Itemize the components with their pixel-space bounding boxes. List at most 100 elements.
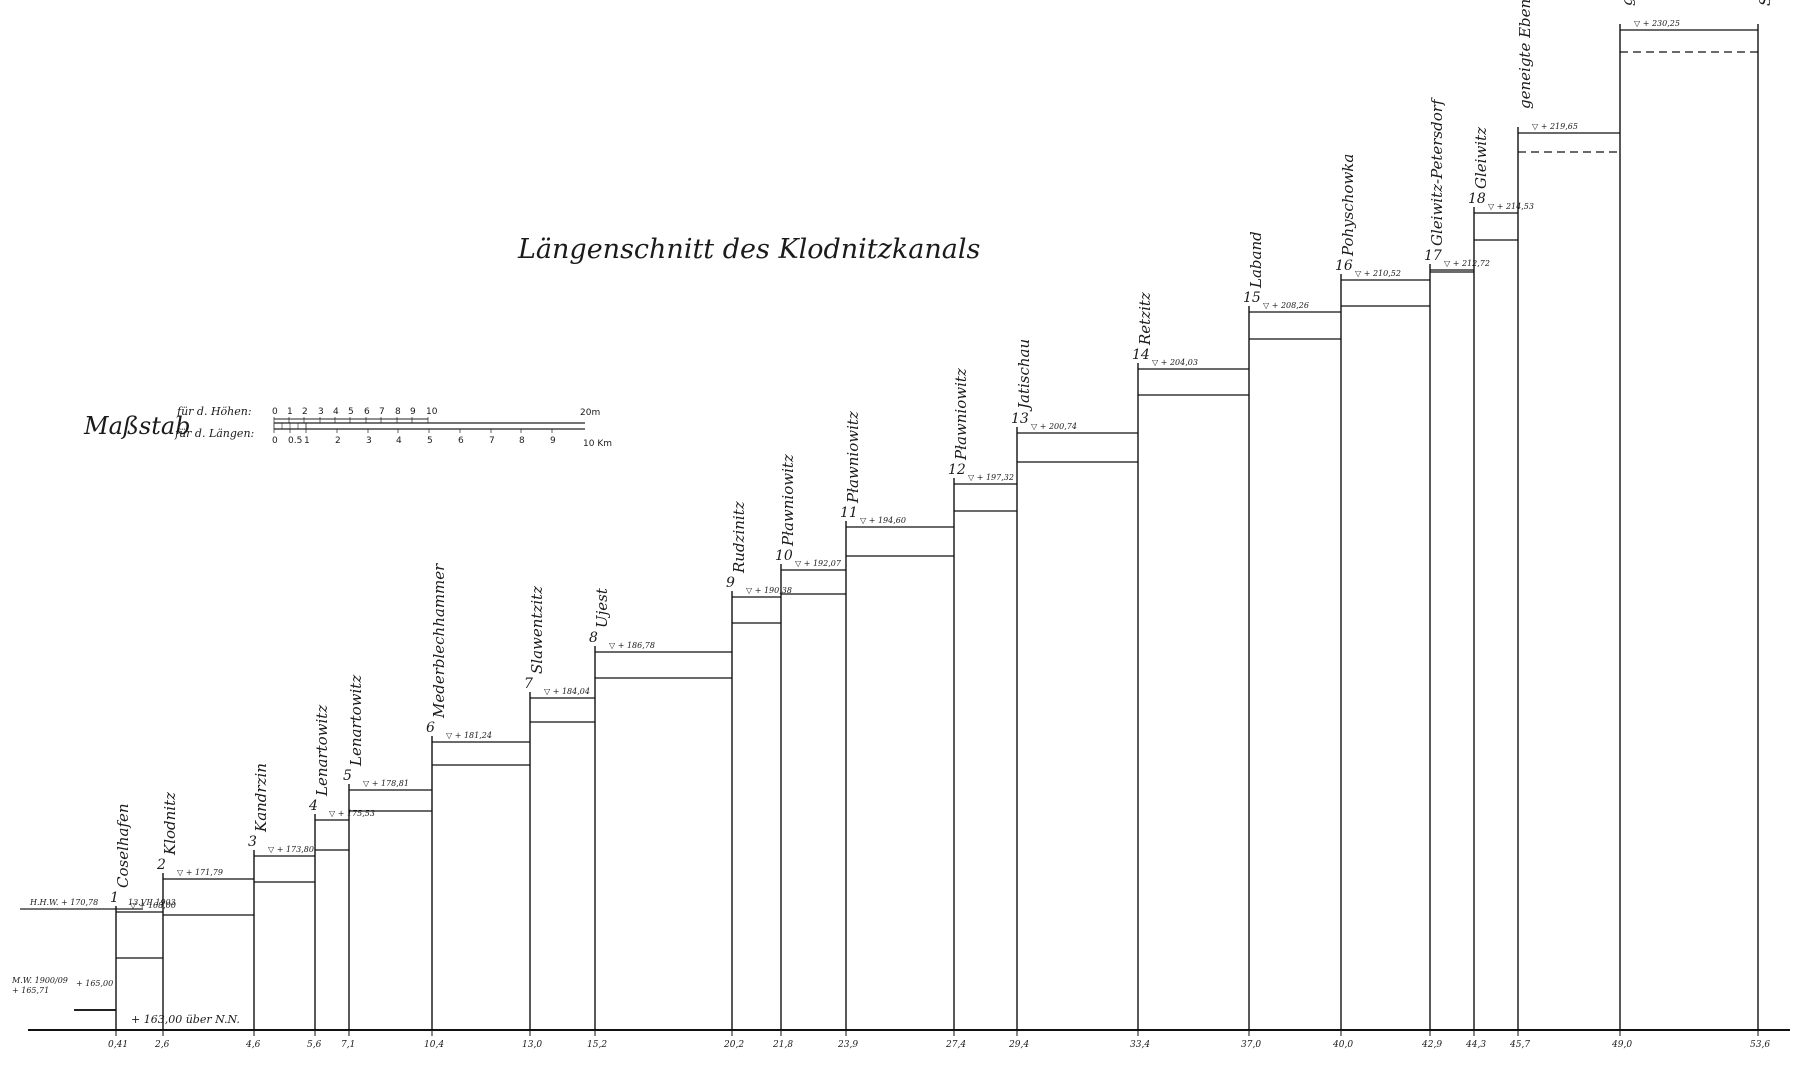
canal-reach: ▽ + 219,65 geneigte Ebene 45,7 bbox=[1509, 0, 1620, 1050]
lock-number: 1 bbox=[110, 890, 119, 906]
km-mark: 27,4 bbox=[945, 1040, 966, 1050]
lock-place-name: Pławniowitz bbox=[844, 411, 862, 504]
scale-label: Maßstab bbox=[83, 412, 191, 440]
mw-label: M.W. 1900/09 bbox=[11, 976, 68, 985]
lock-place-name: Gleiwitz bbox=[1472, 127, 1490, 189]
km-mark: 40,0 bbox=[1332, 1040, 1353, 1050]
canal-reach: ▽ + 184,04 7 Slawentzitz 13,0 bbox=[522, 586, 595, 1050]
scale-height-tick: 2 bbox=[302, 407, 308, 417]
water-level-value: ▽ + 186,78 bbox=[609, 641, 655, 650]
lock-place-name: Retzitz bbox=[1136, 292, 1154, 346]
water-level-value: ▽ + 194,60 bbox=[860, 516, 906, 525]
lock-place-name: Coselhafen bbox=[114, 803, 132, 888]
hhw-date: 13.VII.1903 bbox=[128, 898, 176, 907]
water-level-value: ▽ + 200,74 bbox=[1031, 422, 1077, 431]
mw-value: + 165,71 bbox=[12, 986, 49, 995]
lock-place-name: Lenartowitz bbox=[313, 705, 331, 797]
water-level-value: ▽ + 175,53 bbox=[329, 809, 375, 818]
water-level-value: ▽ + 210,52 bbox=[1355, 269, 1401, 278]
lock-number: 13 bbox=[1011, 411, 1029, 427]
lock-place-name: Pławniowitz bbox=[779, 454, 797, 547]
water-level-value: ▽ + 171,79 bbox=[177, 868, 223, 877]
lock-place-name: Gleiwitz-Petersdorf bbox=[1428, 97, 1446, 246]
water-level-value: ▽ + 230,25 bbox=[1634, 19, 1680, 28]
km-mark: 33,4 bbox=[1130, 1040, 1150, 1050]
scale-length-tick: 3 bbox=[366, 436, 372, 446]
lock-number: 17 bbox=[1424, 248, 1442, 264]
scale-height-tick: 4 bbox=[333, 407, 339, 417]
lock-place-name: Slawentzitz bbox=[528, 586, 546, 674]
km-mark: 13,0 bbox=[522, 1040, 542, 1050]
scale-height-unit: 20m bbox=[580, 408, 600, 418]
scale-height-tick: 10 bbox=[426, 407, 438, 417]
scale-length-tick: 5 bbox=[427, 436, 433, 446]
water-level-value: ▽ + 192,07 bbox=[795, 559, 842, 568]
scale-length-tick: 7 bbox=[489, 436, 495, 446]
lock-place-name: Laband bbox=[1247, 231, 1265, 289]
km-mark: 45,7 bbox=[1509, 1040, 1530, 1050]
scale-height-tick: 0 bbox=[272, 407, 278, 417]
km-mark: 49,0 bbox=[1611, 1040, 1632, 1050]
water-level-value: ▽ + 181,24 bbox=[446, 731, 492, 740]
canal-reach: ▽ + 230,25 geneigte Ebene 49,0 bbox=[1611, 0, 1758, 1050]
lock-place-name: Pławniowitz bbox=[952, 368, 970, 461]
scale-height-tick: 3 bbox=[318, 407, 324, 417]
km-mark: 42,9 bbox=[1421, 1040, 1442, 1050]
water-level-value: ▽ + 197,32 bbox=[968, 473, 1014, 482]
lock-number: 6 bbox=[426, 720, 435, 736]
scale-length-tick: 0.5 bbox=[288, 436, 302, 446]
lock-place-name: Stollenmundloch Zabrze Hindenburg. bbox=[1756, 0, 1774, 6]
km-mark: 0,41 bbox=[108, 1040, 128, 1050]
scale-length-tick: 0 bbox=[272, 436, 278, 446]
scale-height-tick: 9 bbox=[410, 407, 416, 417]
lock-place-name: geneigte Ebene bbox=[1618, 0, 1636, 6]
water-level-value: ▽ + 208,26 bbox=[1263, 301, 1309, 310]
scale-length-tick: 1 bbox=[304, 436, 310, 446]
lock-number: 18 bbox=[1468, 191, 1486, 207]
lock-number: 14 bbox=[1132, 347, 1150, 363]
lock-number: 2 bbox=[156, 857, 166, 873]
water-level-value: ▽ + 190,38 bbox=[746, 586, 792, 595]
lock-number: 7 bbox=[524, 676, 533, 692]
lock-number: 5 bbox=[343, 768, 352, 784]
km-mark: 7,1 bbox=[341, 1040, 355, 1050]
scale-height-tick: 7 bbox=[379, 407, 385, 417]
lock-number: 8 bbox=[589, 630, 598, 646]
scale-height-tick: 5 bbox=[348, 407, 354, 417]
canal-reach: Stollenmundloch Zabrze Hindenburg. 53,6 bbox=[1750, 0, 1774, 1050]
water-level-value: ▽ + 173,80 bbox=[268, 845, 314, 854]
hhw-label: H.H.W. + 170,78 bbox=[29, 898, 98, 907]
water-level-value: ▽ + 204,03 bbox=[1152, 358, 1198, 367]
scale-length-unit: 10 Km bbox=[583, 439, 612, 449]
drawing-title: Längenschnitt des Klodnitzkanals bbox=[517, 234, 980, 265]
km-mark: 10,4 bbox=[424, 1040, 444, 1050]
water-level-value: ▽ + 219,65 bbox=[1532, 122, 1578, 131]
water-level-value: ▽ + 212,72 bbox=[1444, 259, 1490, 268]
lock-place-name: Ujest bbox=[593, 587, 611, 628]
datum-label: + 163,00 über N.N. bbox=[131, 1013, 240, 1026]
km-mark: 29,4 bbox=[1008, 1040, 1029, 1050]
km-mark: 5,6 bbox=[307, 1040, 322, 1050]
lock-number: 9 bbox=[726, 575, 735, 591]
scale-length-tick: 8 bbox=[519, 436, 525, 446]
lock-place-name: Rudzinitz bbox=[730, 501, 748, 574]
lock-number: 12 bbox=[948, 462, 966, 478]
lock-place-name: geneigte Ebene bbox=[1516, 0, 1534, 109]
water-level-value: ▽ + 184,04 bbox=[544, 687, 590, 696]
scale-height-tick: 1 bbox=[287, 407, 293, 417]
